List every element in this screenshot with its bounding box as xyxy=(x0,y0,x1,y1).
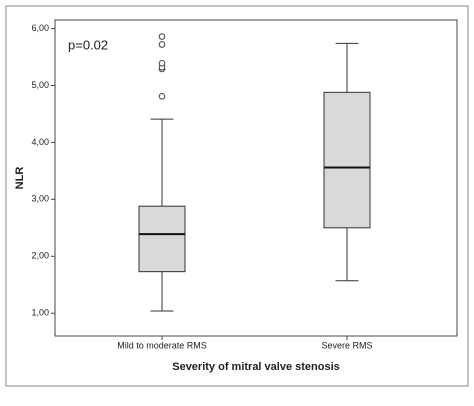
box xyxy=(138,205,186,273)
y-tick-label: 5,00 xyxy=(31,80,49,90)
outlier xyxy=(158,41,166,48)
outlier xyxy=(158,92,166,100)
y-tick-label: 1,00 xyxy=(31,308,49,318)
x-tick-label: Severe RMS xyxy=(321,340,372,350)
outlier xyxy=(158,59,166,67)
box xyxy=(323,91,371,229)
plot-frame xyxy=(54,19,458,337)
y-tick-label: 3,00 xyxy=(31,194,49,204)
x-axis-label: Severity of mitral valve stenosis xyxy=(172,361,340,373)
y-tick-label: 6,00 xyxy=(31,23,49,33)
x-tick-label: Mild to moderate RMS xyxy=(117,340,207,350)
y-tick-label: 4,00 xyxy=(31,137,49,147)
y-tick-label: 2,00 xyxy=(31,251,49,261)
y-axis-label: NLR xyxy=(14,167,26,190)
outlier xyxy=(158,33,166,40)
annotation: p=0.02 xyxy=(68,37,108,52)
